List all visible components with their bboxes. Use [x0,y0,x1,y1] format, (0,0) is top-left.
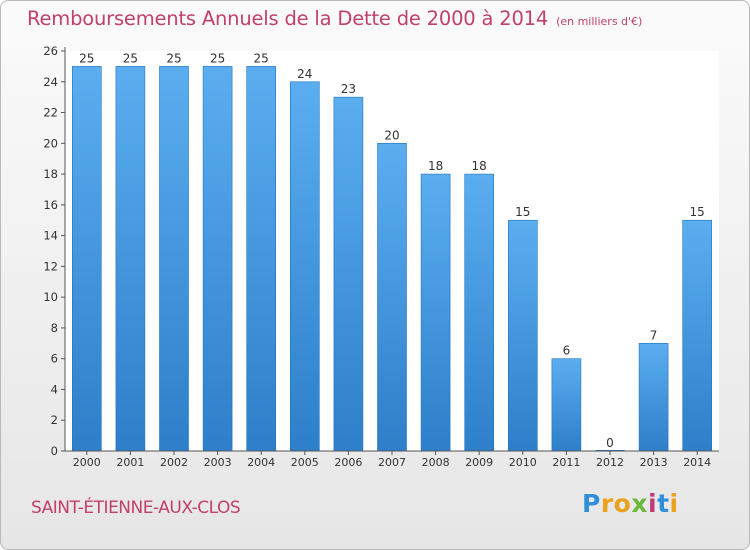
logo-letter: x [631,489,648,518]
chart-title: Remboursements Annuels de la Dette de 20… [27,7,642,30]
bar [507,219,538,452]
data-label: 15 [515,205,530,219]
x-tick-label: 2003 [204,456,232,469]
bars: 25 25 25 25 25 24 23 20 18 18 15 6 0 7 15 [72,51,713,452]
data-label: 25 [210,51,225,65]
bar [202,66,233,452]
x-axis: 2000 2001 2002 2003 2004 2005 2006 2007 2008 2009… [65,450,719,469]
y-tick-label: 18 [43,167,58,181]
x-tick-label: 2010 [509,456,537,469]
data-label: 15 [690,205,705,219]
data-label: 25 [123,51,138,65]
x-tick-label: 2009 [465,456,493,469]
bar [464,173,495,452]
unit-label: (en milliers d'€) [556,15,643,28]
y-tick-label: 4 [51,382,58,396]
bar [551,358,582,452]
logo-letter: P [582,489,601,518]
place-name: SAINT-ÉTIENNE-AUX-CLOS [31,498,241,518]
x-tick-label: 2012 [596,456,624,469]
x-tick-label: 2008 [422,456,450,469]
x-tick-label: 2001 [116,456,144,469]
y-tick-label: 14 [43,229,58,243]
bar [377,143,407,452]
y-tick-label: 12 [43,259,58,273]
x-tick-label: 2002 [160,456,188,469]
logo-letter: i [648,489,658,518]
proxiti-logo: Proxiti [582,489,679,518]
x-tick-label: 2006 [334,456,362,469]
data-label: 24 [297,67,312,81]
logo-letter: r [600,489,614,518]
x-tick-label: 2011 [552,456,580,469]
y-tick-label: 16 [43,198,58,212]
y-tick-label: 22 [43,106,58,120]
y-tick-label: 8 [51,321,58,335]
y-tick-label: 6 [51,352,58,366]
bar [638,343,669,452]
data-label: 18 [428,159,443,173]
x-tick-label: 2004 [247,456,275,469]
bar [246,66,276,452]
y-tick-label: 24 [43,75,58,89]
y-tick-label: 10 [43,290,58,304]
logo-letter: t [657,489,670,518]
bar [333,96,364,452]
bar [420,173,451,452]
x-tick-label: 2007 [378,456,406,469]
data-label: 6 [563,344,571,358]
x-tick-label: 2000 [73,456,101,469]
data-label: 18 [472,159,487,173]
data-label: 20 [384,128,399,142]
data-label: 25 [166,51,181,65]
x-tick-label: 2013 [640,456,668,469]
data-label: 25 [79,51,94,65]
logo-letter: o [613,489,632,518]
logo-letter: i [669,489,679,518]
bar [682,219,713,452]
bar [72,66,102,452]
data-label: 23 [341,82,356,96]
data-label: 7 [650,328,658,342]
title-text: Remboursements Annuels de la Dette de 20… [27,7,549,30]
bar [115,66,146,452]
y-tick-label: 2 [51,413,58,427]
x-tick-label: 2014 [683,456,711,469]
data-label: 0 [606,436,614,450]
y-tick-label: 0 [51,444,58,458]
bar [159,66,189,452]
bar [289,81,320,452]
y-tick-label: 26 [43,44,58,58]
x-tick-label: 2005 [291,456,319,469]
y-tick-label: 20 [43,136,58,150]
data-label: 25 [254,51,269,65]
